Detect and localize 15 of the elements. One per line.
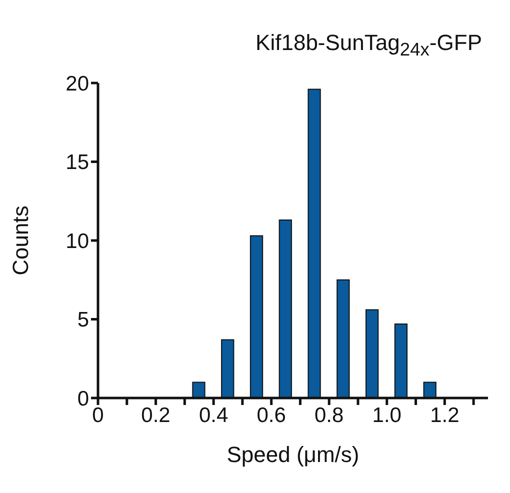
chart-title: Kif18b-SunTag$_{24x}$-GFP bbox=[256, 30, 482, 60]
x-axis-title: Speed (μm/s) bbox=[226, 442, 360, 467]
x-tick-label: 0.4 bbox=[198, 404, 228, 427]
x-tick-label: 1.0 bbox=[372, 404, 402, 427]
x-tick-label: 1.2 bbox=[430, 404, 460, 427]
x-tick-label: 0.2 bbox=[141, 404, 170, 427]
y-tick-label: 20 bbox=[66, 72, 89, 96]
x-tick-label: 0.6 bbox=[256, 404, 286, 427]
x-tick-label: 0.8 bbox=[314, 404, 344, 427]
x-tick-label: 0 bbox=[92, 404, 104, 427]
y-tick-label: 0 bbox=[77, 387, 89, 410]
y-axis-title: Counts bbox=[8, 206, 33, 276]
y-tick-label: 10 bbox=[66, 230, 89, 253]
y-tick-label: 15 bbox=[66, 151, 89, 174]
y-tick-label: 5 bbox=[77, 308, 89, 332]
